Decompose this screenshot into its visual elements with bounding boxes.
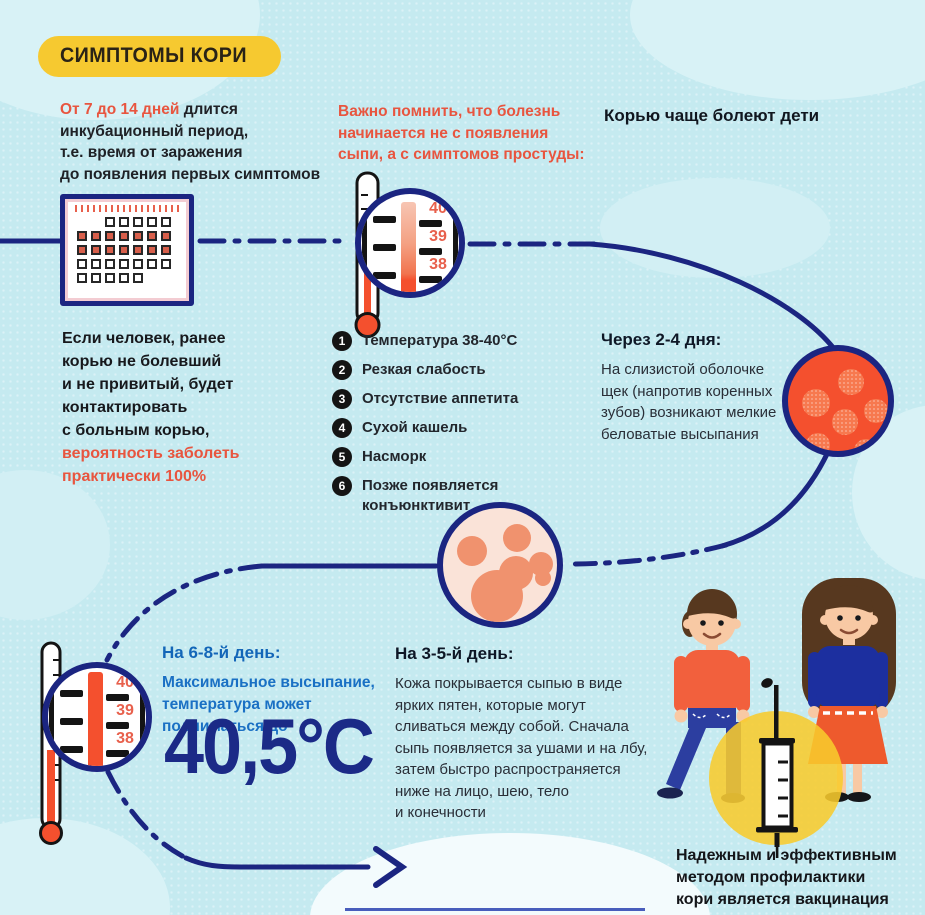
tube-wall (49, 680, 54, 754)
list-item: 1 Температура 38-40°С (332, 331, 518, 351)
calendar-day (161, 231, 171, 241)
calendar-day (77, 273, 87, 283)
day-6-8-block: На 6-8-й день: Максимальное высыпание, т… (162, 643, 375, 735)
bottom-divider-line (345, 908, 645, 911)
calendar-day (105, 259, 115, 269)
number-badge: 6 (332, 476, 352, 496)
arrow-icon (373, 846, 408, 888)
magnifier-thermometer-circle: 40 39 38 (355, 188, 465, 298)
contact-risk-text: Если человек, ранее корью не болевший и … (62, 327, 239, 488)
calendar-day (147, 217, 157, 227)
scale-40: 40 (429, 200, 447, 217)
number-badge: 5 (332, 447, 352, 467)
vaccination-badge (709, 678, 843, 858)
list-item: 3 Отсутствие аппетита (332, 389, 518, 409)
incubation-rest: инкубационный период, т.е. время от зара… (60, 122, 321, 183)
calendar-day (91, 273, 101, 283)
calendar-day (119, 231, 129, 241)
title-badge: СИМПТОМЫ КОРИ (38, 36, 281, 77)
magnifier-thermometer-circle: 40 39 38 (42, 662, 152, 772)
calendar-day (161, 217, 171, 227)
calendar-day (133, 245, 143, 255)
list-item: 2 Резкая слабость (332, 360, 518, 380)
calendar-day (147, 231, 157, 241)
number-badge: 1 (332, 331, 352, 351)
calendar-day (105, 245, 115, 255)
calendar-day (91, 259, 101, 269)
syringe-icon (756, 678, 798, 858)
skin-rash-circle (437, 502, 563, 628)
calendar-day (133, 231, 143, 241)
day-2-4-heading: Через 2-4 дня: (601, 330, 722, 349)
vaccine-note: Надежным и эффективным методом профилакт… (676, 847, 897, 908)
children-note: Корью чаще болеют дети (604, 106, 820, 125)
tube-wall (362, 206, 367, 280)
reminder-text: Важно помнить, что болезнь начинается не… (338, 103, 585, 163)
day-3-5-heading: На 3-5-й день: (395, 644, 514, 663)
risk-highlight: вероятность заболеть практически 100% (62, 445, 240, 485)
list-item: 6 Позже появляется конъюнктивит (332, 476, 518, 515)
calendar-day (91, 231, 101, 241)
calendar-day (119, 245, 129, 255)
calendar-binding (75, 205, 179, 212)
calendar-day (105, 217, 115, 227)
day-2-4-block: Через 2-4 дня: На слизистой оболочке щек… (601, 330, 777, 443)
list-item: 5 Насморк (332, 447, 518, 467)
calendar-day (77, 231, 87, 241)
scale-39: 39 (116, 702, 134, 719)
scale-38: 38 (429, 256, 447, 273)
calendar-day (77, 259, 87, 269)
calendar-day (119, 259, 129, 269)
number-badge: 4 (332, 418, 352, 438)
calendar-day (133, 273, 143, 283)
calendar-day (105, 273, 115, 283)
calendar-day (119, 217, 129, 227)
calendar-day (119, 273, 129, 283)
mercury-column (88, 672, 103, 766)
incubation-highlight: От 7 до 14 дней (60, 101, 180, 118)
calendar-day (161, 259, 171, 269)
max-temperature: 40,5°С (164, 704, 375, 791)
calendar-grid (65, 217, 189, 283)
calendar-day (105, 231, 115, 241)
calendar-day (147, 245, 157, 255)
scale-40: 40 (116, 674, 134, 691)
tube-wall (140, 684, 145, 754)
calendar-day (133, 259, 143, 269)
incubation-after: длится (179, 101, 238, 118)
number-badge: 2 (332, 360, 352, 380)
day-3-5-block: На 3-5-й день: Кожа покрывается сыпью в … (395, 644, 648, 821)
scale-39: 39 (429, 228, 447, 245)
mercury-column (401, 202, 416, 292)
calendar-day (161, 245, 171, 255)
list-item: 4 Сухой кашель (332, 418, 518, 438)
number-badge: 3 (332, 389, 352, 409)
background-cloud (600, 178, 830, 278)
calendar-day (77, 245, 87, 255)
page-title: СИМПТОМЫ КОРИ (60, 44, 247, 67)
calendar-day (91, 245, 101, 255)
calendar-day (147, 259, 157, 269)
mouth-rash-circle (782, 345, 894, 457)
calendar-day (133, 217, 143, 227)
tube-wall (453, 210, 458, 280)
symptoms-list: 1 Температура 38-40°С 2 Резкая слабость … (332, 331, 518, 515)
calendar-icon (60, 194, 194, 306)
day-6-8-heading: На 6-8-й день: (162, 643, 281, 662)
scale-38: 38 (116, 730, 134, 747)
incubation-text: От 7 до 14 дней длится инкубационный пер… (60, 99, 320, 185)
